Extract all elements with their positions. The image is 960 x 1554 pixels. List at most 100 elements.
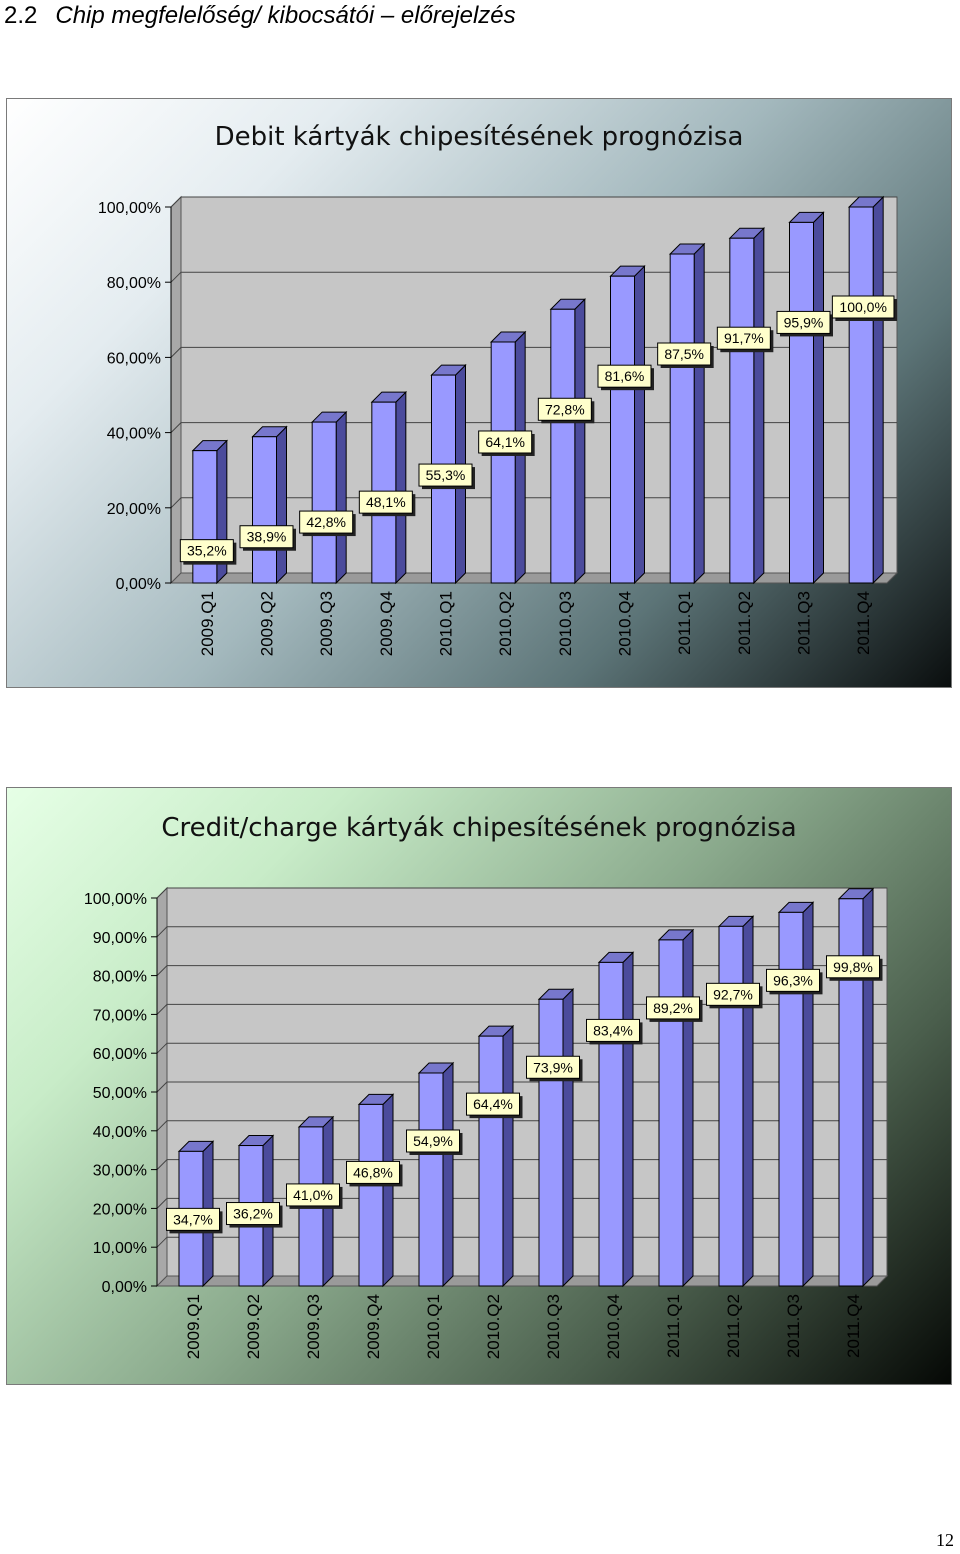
bar-side [335, 410, 347, 585]
gridline [156, 1081, 887, 1093]
bar-side [693, 242, 705, 585]
bar-side [813, 211, 824, 585]
bar-side [742, 915, 754, 1288]
data-label-box [239, 525, 294, 549]
data-label: 41,0% [293, 1187, 333, 1203]
category-label: 2009.Q1 [184, 1294, 203, 1359]
bar-front [358, 1103, 384, 1287]
data-label: 83,4% [593, 1022, 633, 1038]
bar [549, 298, 587, 585]
bar-side [622, 951, 634, 1288]
bar-side [682, 928, 694, 1288]
chart-title: Credit/charge kártyák chipesítésének pro… [161, 813, 796, 843]
bar [668, 242, 706, 585]
bar-front [538, 998, 564, 1287]
gridline [156, 1042, 887, 1054]
section-number: 2.2 [4, 2, 38, 29]
y-tick-label: 80,00% [93, 969, 147, 986]
category-label: 2010.Q3 [556, 591, 575, 656]
data-label-box [358, 490, 413, 514]
gridline [170, 271, 897, 283]
debit-chart: Debit kártyák chipesítésének prognózisa 0… [98, 122, 899, 656]
category-label: 2010.Q1 [424, 1294, 443, 1359]
data-label: 89,2% [653, 1000, 693, 1016]
bar [370, 390, 408, 585]
data-label: 91,7% [724, 330, 764, 346]
plot-floor [169, 572, 899, 584]
category-label: 2010.Q3 [544, 1294, 563, 1359]
data-label: 100,0% [839, 299, 886, 315]
data-label: 48,1% [366, 494, 406, 510]
y-tick-label: 10,00% [93, 1240, 147, 1257]
category-label: 2011.Q2 [735, 591, 754, 655]
data-label-box [716, 326, 771, 350]
y-tick-label: 20,00% [93, 1201, 147, 1218]
data-label-box [346, 1160, 400, 1184]
gridline [170, 422, 897, 433]
gridline [156, 926, 887, 938]
category-label: 2011.Q4 [854, 591, 873, 655]
category-label: 2009.Q3 [317, 591, 336, 656]
gridline [156, 1120, 887, 1132]
bar [837, 887, 875, 1288]
category-label: 2010.Q1 [437, 591, 456, 656]
bar-side [502, 1024, 514, 1288]
data-label-box [646, 996, 700, 1020]
data-label-box [537, 397, 592, 421]
bar [597, 951, 635, 1288]
category-label: 2009.Q4 [364, 1294, 383, 1359]
bar-side [276, 425, 287, 585]
bar-front [789, 221, 814, 584]
data-label-box [776, 310, 831, 334]
data-label-box [299, 510, 354, 534]
bar [717, 915, 755, 1288]
data-label-box [286, 1183, 340, 1207]
gridline [170, 497, 897, 509]
data-label-box [706, 982, 760, 1006]
data-label-box [586, 1018, 640, 1042]
plot-floor [155, 1275, 889, 1287]
bar [477, 1024, 515, 1288]
bar [357, 1093, 395, 1288]
y-tick-label: 0,00% [102, 1279, 147, 1296]
y-tick-label: 60,00% [93, 1046, 147, 1063]
bar-front [311, 421, 337, 584]
data-label-box [766, 968, 820, 992]
data-label-box [657, 342, 712, 366]
page-number: 12 [936, 1530, 954, 1550]
data-label: 64,4% [473, 1096, 513, 1112]
bar [609, 264, 646, 585]
category-label: 2011.Q1 [675, 591, 694, 655]
bar-side [574, 298, 586, 585]
data-label: 81,6% [605, 368, 645, 384]
category-label: 2011.Q2 [724, 1294, 743, 1358]
gridline [156, 1236, 887, 1248]
category-label: 2010.Q4 [604, 1294, 623, 1359]
category-label: 2010.Q2 [484, 1294, 503, 1359]
category-label: 2011.Q3 [784, 1294, 803, 1358]
chart-title: Debit kártyák chipesítésének prognózisa [215, 122, 744, 152]
bar-front [478, 1035, 504, 1287]
gridline [156, 887, 887, 899]
data-label: 73,9% [533, 1059, 573, 1075]
bar [310, 410, 348, 585]
category-label: 2009.Q3 [304, 1294, 323, 1359]
gridline [156, 1159, 887, 1170]
data-label: 92,7% [713, 986, 753, 1002]
y-tick-label: 30,00% [93, 1163, 147, 1180]
bar-front [490, 341, 516, 584]
bar-front [658, 939, 684, 1287]
data-label: 95,9% [784, 314, 824, 330]
bar [251, 425, 288, 585]
data-label-box [478, 430, 533, 454]
data-label: 87,5% [664, 346, 704, 362]
data-label: 64,1% [485, 434, 525, 450]
category-label: 2011.Q4 [844, 1294, 863, 1358]
data-label-box [166, 1207, 220, 1231]
bar [728, 227, 766, 585]
y-tick-label: 0,00% [116, 576, 161, 593]
data-label: 54,9% [413, 1133, 453, 1149]
bar [657, 928, 695, 1288]
bar-side [862, 887, 874, 1288]
category-label: 2009.Q2 [258, 591, 277, 656]
